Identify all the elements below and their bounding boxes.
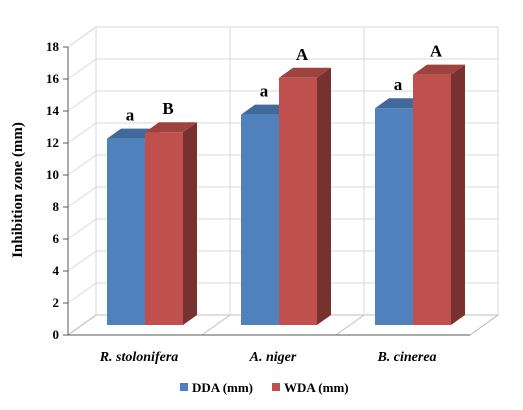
- bar-wda-3-top: [413, 64, 465, 75]
- legend: DDA (mm) WDA (mm): [180, 380, 349, 395]
- bar-wda-2-side: [317, 67, 331, 326]
- grid-line-side: [67, 282, 97, 304]
- labels: a B R. stolonifera a A A. niger a A B. cinerea: [99, 42, 443, 365]
- floor-divider: [469, 314, 499, 336]
- data-label: a: [394, 75, 403, 94]
- floor-divider: [201, 314, 231, 336]
- bar-dda-3-front: [375, 108, 413, 325]
- x-tick-label: R. stolonifera: [99, 350, 179, 365]
- legend-entry: WDA (mm): [284, 380, 349, 395]
- axes: 0 2 4 6 8 10 12 14 16 18: [46, 39, 470, 342]
- y-tick-label: 6: [53, 231, 60, 246]
- y-tick-label: 14: [46, 103, 60, 118]
- y-axis-label: Inhibition zone (mm): [10, 122, 26, 258]
- bar-wda-1: [145, 122, 197, 325]
- x-tick-label: A. niger: [249, 350, 297, 365]
- grid-line-side: [67, 186, 97, 208]
- y-tick-label: 16: [46, 71, 60, 86]
- y-tick-label: 12: [46, 135, 59, 150]
- y-tick-label: 2: [53, 295, 60, 310]
- bar-wda-1-front: [145, 132, 183, 325]
- grid-line-side: [67, 58, 97, 80]
- data-label: a: [126, 106, 135, 125]
- grid-line-side: [67, 218, 97, 240]
- data-label: A: [430, 42, 443, 61]
- bar-wda-2-front: [279, 77, 317, 325]
- side-wall: [67, 26, 97, 336]
- grid-line-side: [67, 122, 97, 144]
- data-label: a: [260, 82, 269, 101]
- bar-wda-3: [413, 64, 465, 325]
- y-tick-label: 18: [46, 39, 60, 54]
- bar-wda-1-side: [183, 122, 197, 325]
- bars: [107, 64, 465, 326]
- bar-wda-2: [279, 67, 331, 326]
- floor-divider: [67, 314, 97, 336]
- y-tick-label: 10: [46, 167, 59, 182]
- grid-line-side: [67, 154, 97, 176]
- floor-divider: [335, 314, 365, 336]
- bar-dda-1-front: [107, 138, 145, 325]
- grid-line-side: [67, 26, 97, 48]
- data-label: B: [162, 99, 173, 118]
- legend-entry: DDA (mm): [192, 380, 253, 395]
- y-tick-label: 4: [53, 263, 60, 278]
- grid-line-side: [67, 90, 97, 112]
- bar-wda-1-top: [145, 122, 197, 133]
- bar-wda-3-front: [413, 74, 451, 325]
- bar-wda-3-side: [451, 64, 465, 325]
- data-label: A: [296, 45, 309, 64]
- x-tick-label: B. cinerea: [376, 350, 436, 365]
- legend-swatch: [272, 383, 280, 391]
- grid-line-side: [67, 250, 97, 272]
- bar-dda-2-front: [241, 114, 279, 325]
- y-tick-label: 0: [53, 327, 60, 342]
- bar-wda-2-top: [279, 67, 331, 78]
- y-tick-label: 8: [53, 199, 60, 214]
- legend-swatch: [180, 383, 188, 391]
